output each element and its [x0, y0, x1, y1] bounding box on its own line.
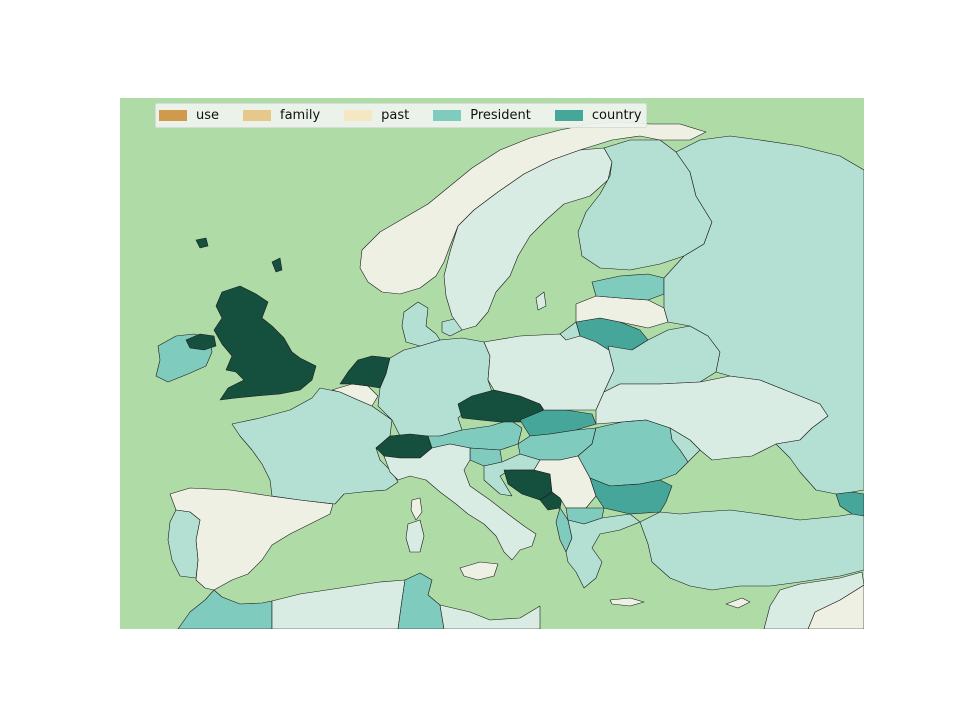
region-sweden: [443, 147, 613, 331]
legend-label: past: [381, 108, 410, 123]
legend-item: family: [243, 108, 320, 123]
region-norway: [359, 121, 707, 295]
legend-label: President: [470, 108, 531, 123]
legend-item: past: [344, 108, 409, 123]
region-libya: [439, 604, 541, 629]
region-italy: [383, 443, 537, 561]
europe-map: [120, 98, 864, 629]
region-bulgaria: [589, 477, 673, 515]
legend-item: use: [159, 108, 219, 123]
map-frame: [120, 98, 864, 629]
region-portugal: [167, 509, 201, 579]
legend-item: country: [554, 108, 642, 123]
legend-swatch: [243, 110, 272, 121]
region-denmark: [401, 301, 441, 347]
region-russia: [663, 135, 864, 495]
region-cyprus: [725, 597, 751, 609]
legend-swatch: [433, 110, 462, 121]
legend-item: President: [433, 108, 531, 123]
region-turkey: [639, 509, 864, 591]
legend-label: family: [280, 108, 321, 123]
region-greece: [565, 513, 641, 589]
legend-label: use: [196, 108, 220, 123]
region-sardinia: [405, 519, 425, 553]
region-corsica: [410, 497, 423, 521]
region-northern-ireland: [185, 333, 217, 351]
region-faroe: [195, 237, 209, 249]
legend: use family past President country: [155, 103, 647, 128]
legend-label: country: [591, 108, 642, 123]
region-montenegro: [539, 491, 563, 511]
legend-swatch: [159, 110, 187, 121]
region-turkey-south: [763, 571, 864, 629]
region-crete: [609, 597, 645, 607]
region-uk: [213, 285, 317, 401]
region-gotland: [535, 291, 547, 311]
region-sicily: [459, 561, 499, 581]
legend-swatch: [554, 110, 583, 121]
legend-swatch: [344, 110, 373, 121]
region-shetland: [271, 257, 283, 273]
region-russia-kaliningrad: [559, 321, 581, 341]
